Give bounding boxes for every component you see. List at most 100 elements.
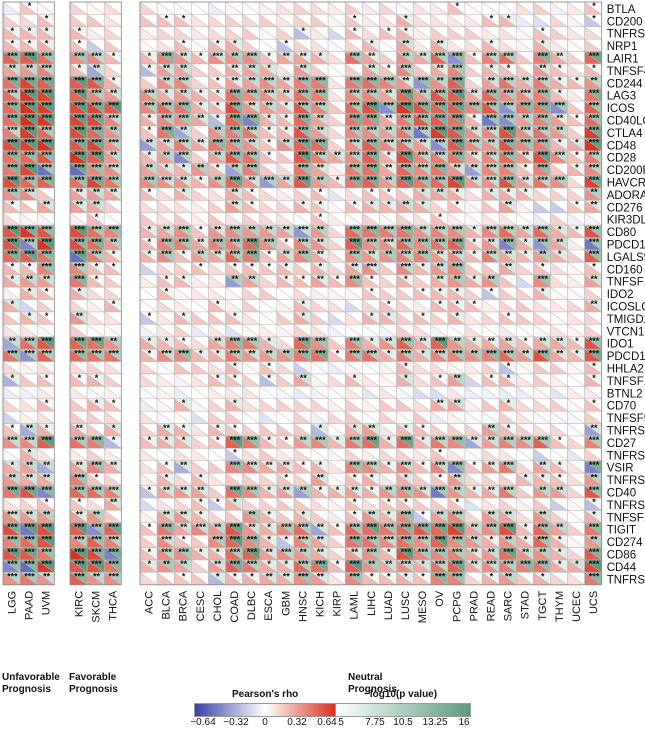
cell-significance-stars: ** — [283, 348, 291, 358]
cell-significance-stars: * — [473, 336, 477, 346]
cell-significance-stars: *** — [144, 100, 155, 110]
cell-significance-stars: *** — [144, 88, 155, 98]
cell-significance-stars: *** — [247, 336, 258, 346]
cell-significance-stars: * — [95, 472, 99, 482]
cell-significance-stars: * — [592, 262, 596, 272]
cell-significance-stars: ** — [43, 200, 51, 210]
cell-significance-stars: * — [182, 249, 186, 259]
cell-significance-stars: *** — [161, 534, 172, 544]
cell-significance-stars: *** — [401, 237, 412, 247]
cell-significance-stars: * — [353, 373, 357, 383]
cell-significance-stars: *** — [349, 76, 360, 86]
cell-significance-stars: ** — [522, 348, 530, 358]
cell-significance-stars: *** — [486, 175, 497, 185]
cell-significance-stars: * — [524, 336, 528, 346]
cell-significance-stars: ** — [539, 510, 547, 520]
cell-significance-stars: *** — [298, 100, 309, 110]
cell-significance-stars: *** — [366, 460, 377, 470]
cell-significance-stars: ** — [488, 237, 496, 247]
cell-significance-stars: ** — [437, 398, 445, 408]
cell-significance-stars: *** — [230, 336, 241, 346]
cell-significance-stars: * — [370, 336, 374, 346]
cell-significance-stars: ** — [93, 63, 101, 73]
cell-significance-stars: * — [387, 311, 391, 321]
cell-significance-stars: ** — [146, 138, 154, 148]
cell-significance-stars: ** — [231, 63, 239, 73]
cell-significance-stars: * — [112, 299, 116, 309]
gene-label-cd200r1: CD200R1 — [607, 165, 645, 177]
cell-significance-stars: *** — [281, 547, 292, 557]
cell-significance-stars: *** — [247, 547, 258, 557]
gene-label-nrp1: NRP1 — [607, 41, 638, 53]
cell-significance-stars: * — [11, 373, 15, 383]
cell-significance-stars: *** — [520, 138, 531, 148]
cell-significance-stars: *** — [452, 559, 463, 569]
cell-significance-stars: * — [592, 497, 596, 507]
cell-significance-stars: ** — [214, 522, 222, 532]
cell-significance-stars: *** — [401, 175, 412, 185]
cell-significance-stars: ** — [402, 38, 410, 48]
cell-significance-stars: *** — [555, 100, 566, 110]
cell-significance-stars: ** — [522, 224, 530, 234]
cell-significance-stars: *** — [24, 76, 35, 86]
cell-significance-stars: ** — [197, 162, 205, 172]
cell-significance-stars: *** — [41, 138, 52, 148]
cell-significance-stars: *** — [401, 162, 412, 172]
cell-significance-stars: * — [473, 299, 477, 309]
cell-significance-stars: *** — [108, 113, 119, 123]
cell-significance-stars: * — [148, 113, 152, 123]
cell-significance-stars: *** — [401, 150, 412, 160]
gene-label-tnfrsf25: TNFRSF25 — [607, 450, 645, 462]
cell-significance-stars: * — [558, 559, 562, 569]
legend-pval-bar — [335, 703, 471, 717]
cell-significance-stars: ** — [488, 435, 496, 445]
gene-label-tnfrsf14: TNFRSF14 — [607, 29, 645, 41]
cell-significance-stars: *** — [24, 224, 35, 234]
cell-significance-stars: *** — [469, 138, 480, 148]
cell-significance-stars: *** — [161, 249, 172, 259]
cell-significance-stars: *** — [503, 88, 514, 98]
gene-label-tnfsf15: TNFSF15 — [607, 512, 645, 524]
cell-significance-stars: *** — [452, 51, 463, 61]
cell-significance-stars: * — [199, 100, 203, 110]
cell-significance-stars: * — [78, 286, 82, 296]
gene-label-tnfsf18: TNFSF18 — [607, 376, 645, 388]
cell-significance-stars: ** — [266, 547, 274, 557]
cell-significance-stars: ** — [180, 559, 188, 569]
gene-label-cd274: CD274 — [607, 537, 643, 549]
cell-significance-stars: * — [284, 113, 288, 123]
cell-significance-stars: *** — [452, 175, 463, 185]
cancer-label-lusc: LUSC — [400, 591, 412, 620]
cell-significance-stars: ** — [488, 485, 496, 495]
gene-label-cd40lg: CD40LG — [607, 116, 645, 128]
cell-significance-stars: ** — [231, 187, 239, 197]
cell-significance-stars: * — [473, 113, 477, 123]
cell-significance-stars: *** — [264, 175, 275, 185]
cell-significance-stars: * — [592, 510, 596, 520]
cell-significance-stars: *** — [537, 224, 548, 234]
cell-significance-stars: *** — [537, 113, 548, 123]
cell-significance-stars: * — [370, 311, 374, 321]
cell-significance-stars: * — [592, 14, 596, 24]
cell-significance-stars: *** — [486, 559, 497, 569]
cancer-label-thca: THCA — [108, 590, 120, 621]
cell-significance-stars: ** — [505, 262, 513, 272]
cell-significance-stars: *** — [74, 522, 85, 532]
cell-significance-stars: ** — [454, 274, 462, 284]
gene-label-tnfsf14: TNFSF14 — [607, 277, 645, 289]
cell-significance-stars: * — [112, 262, 116, 272]
cell-significance-stars: ** — [231, 76, 239, 86]
cell-significance-stars: *** — [161, 237, 172, 247]
cancer-label-read: READ — [486, 591, 498, 622]
cell-significance-stars: ** — [110, 187, 118, 197]
cell-significance-stars: *** — [435, 162, 446, 172]
cell-significance-stars: *** — [7, 224, 18, 234]
cell-significance-stars: *** — [298, 534, 309, 544]
cell-significance-stars: *** — [452, 262, 463, 272]
cell-significance-stars: *** — [486, 224, 497, 234]
cell-significance-stars: * — [490, 38, 494, 48]
cell-significance-stars: * — [148, 249, 152, 259]
cell-significance-stars: ** — [368, 510, 376, 520]
cell-significance-stars: * — [438, 212, 442, 222]
cell-significance-stars: *** — [486, 522, 497, 532]
